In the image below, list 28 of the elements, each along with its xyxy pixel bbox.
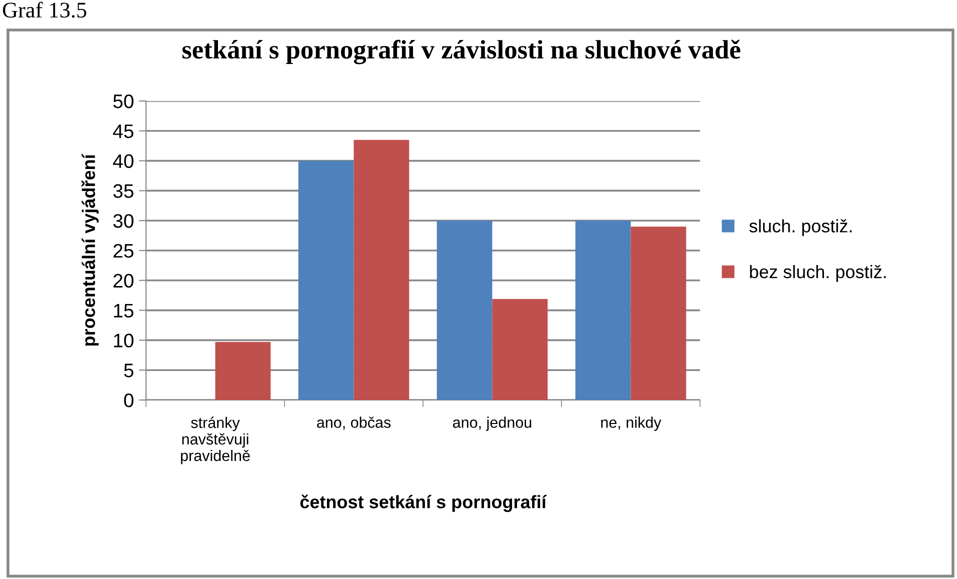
y-axis-title: procentuální vyjádření	[81, 154, 99, 346]
bar	[575, 220, 631, 400]
x-tick-label: ne, nikdy	[601, 416, 662, 431]
bar	[492, 298, 548, 400]
legend-label: bez sluch. postiž.	[750, 264, 886, 282]
x-tick-label: stránky navštěvuji pravidelně	[180, 416, 250, 464]
y-tick-label: 30	[113, 214, 134, 228]
chart-title: setkání s pornografií v závislosti na sluchové vadě	[182, 40, 740, 64]
y-tick-label: 20	[114, 274, 134, 288]
bar	[354, 140, 410, 400]
legend-label: sluch. postiž.	[749, 219, 852, 236]
y-tick-label: 10	[114, 334, 134, 348]
y-tick-label: 0	[124, 393, 134, 408]
y-tick-label: 25	[114, 244, 134, 258]
x-axis-title: četnost setkání s pornografií	[300, 494, 547, 512]
y-tick-label: 15	[114, 304, 134, 318]
y-tick-label: 35	[113, 184, 134, 198]
bar	[215, 342, 271, 400]
x-tick-label: ano, jednou	[452, 416, 532, 431]
y-tick-label: 5	[124, 364, 134, 378]
y-tick-label: 40	[113, 154, 134, 168]
bar	[436, 220, 492, 400]
text: Graf 13.5	[2, 2, 86, 18]
x-tick-label: ano, občas	[317, 416, 391, 430]
y-tick-label: 45	[113, 124, 134, 138]
bar	[298, 160, 354, 400]
bar	[630, 226, 686, 400]
y-tick-label: 50	[113, 94, 134, 108]
